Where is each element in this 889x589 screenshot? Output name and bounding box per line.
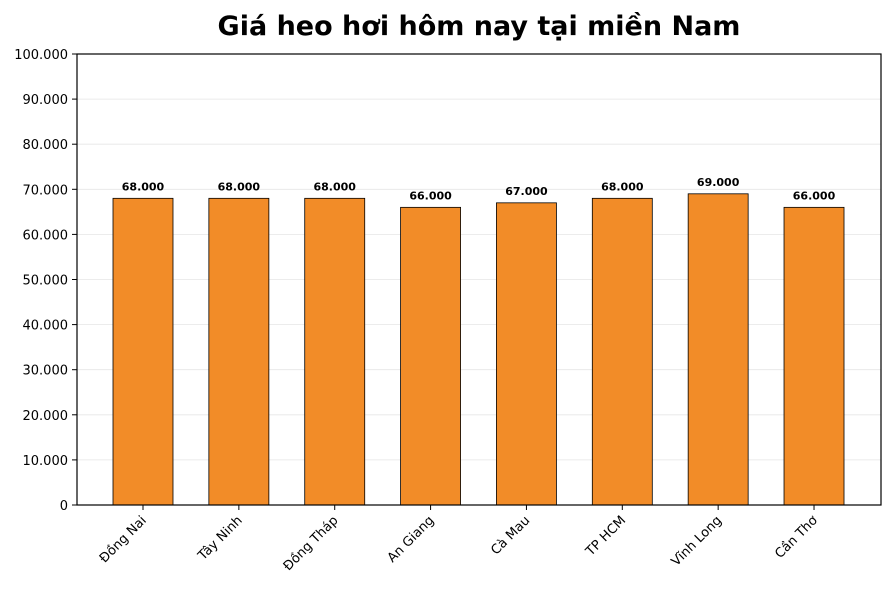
y-tick-label: 0	[60, 499, 68, 514]
value-label: 66.000	[409, 189, 452, 202]
y-tick-label: 40.000	[23, 319, 69, 334]
bar	[304, 197, 366, 506]
bar	[496, 202, 557, 506]
y-tick-label: 70.000	[23, 183, 69, 198]
bar	[112, 197, 174, 506]
x-tick-label: Vĩnh Long	[669, 513, 725, 569]
x-tick-label: Tây Ninh	[195, 513, 246, 564]
y-tick-label: 100.000	[14, 48, 68, 63]
chart-title: Giá heo hơi hôm nay tại miền Nam	[218, 11, 741, 42]
value-label: 68.000	[313, 180, 356, 193]
y-tick-label: 50.000	[23, 274, 69, 289]
bar	[687, 193, 749, 506]
y-tick-label: 30.000	[23, 364, 69, 379]
y-tick-label: 90.000	[23, 93, 69, 108]
value-label: 68.000	[218, 180, 261, 193]
value-label: 68.000	[122, 180, 165, 193]
bar	[783, 206, 845, 506]
y-tick-label: 20.000	[23, 409, 69, 424]
y-tick-label: 10.000	[23, 454, 69, 469]
value-label: 66.000	[793, 189, 836, 202]
x-tick-label: TP HCM	[582, 513, 629, 560]
bar	[400, 206, 461, 506]
x-tick-label: An Giang	[385, 513, 438, 566]
value-label: 68.000	[601, 180, 644, 193]
x-tick-label: Cần Thơ	[772, 513, 821, 562]
y-tick-label: 80.000	[23, 138, 69, 153]
bar	[591, 197, 653, 506]
x-tick-label: Cà Mau	[488, 513, 533, 558]
plot-frame	[76, 53, 882, 506]
bar	[208, 197, 270, 506]
x-tick-label: Đồng Tháp	[281, 513, 342, 574]
value-label: 69.000	[697, 176, 740, 189]
y-tick-label: 60.000	[23, 228, 69, 243]
value-label: 67.000	[505, 185, 548, 198]
x-tick-label: Đồng Nai	[97, 513, 150, 566]
